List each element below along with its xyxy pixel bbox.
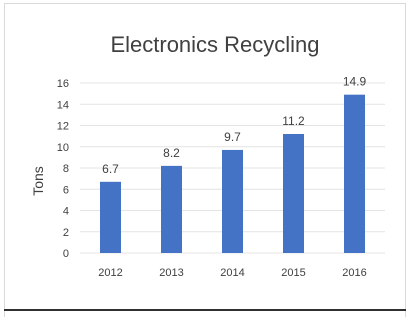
chart-frame — [4, 3, 406, 317]
y-tick-label: 16 — [57, 78, 69, 90]
y-tick-label: 2 — [63, 227, 69, 239]
y-tick-label: 0 — [63, 248, 69, 260]
bar — [344, 94, 365, 253]
data-label: 6.7 — [102, 162, 119, 176]
bars — [100, 94, 365, 253]
x-tick-label: 2012 — [98, 267, 122, 279]
y-axis-ticks: 0 2 4 6 8 10 12 14 16 — [57, 78, 69, 260]
bottom-border — [4, 309, 406, 311]
y-tick-label: 6 — [63, 184, 69, 196]
data-label: 11.2 — [282, 114, 305, 128]
y-tick-label: 12 — [57, 121, 69, 133]
data-label: 8.2 — [163, 146, 180, 160]
x-axis-ticks: 2012 2013 2014 2015 2016 — [98, 267, 366, 279]
bar — [161, 165, 182, 253]
bar — [100, 181, 121, 253]
bar — [222, 149, 243, 253]
x-tick-label: 2014 — [220, 267, 244, 279]
data-label: 14.9 — [343, 75, 367, 89]
chart-title: Electronics Recycling — [110, 32, 319, 57]
x-tick-label: 2015 — [281, 267, 305, 279]
data-label: 9.7 — [224, 130, 241, 144]
y-axis-label: Tons — [30, 166, 46, 196]
y-tick-label: 10 — [57, 142, 69, 154]
bar — [283, 134, 304, 253]
y-tick-label: 4 — [63, 206, 69, 218]
data-labels: 6.7 8.2 9.7 11.2 14.9 — [102, 75, 366, 176]
x-tick-label: 2016 — [342, 267, 366, 279]
y-tick-label: 8 — [63, 163, 69, 175]
x-tick-label: 2013 — [159, 267, 183, 279]
y-tick-label: 14 — [57, 99, 69, 111]
